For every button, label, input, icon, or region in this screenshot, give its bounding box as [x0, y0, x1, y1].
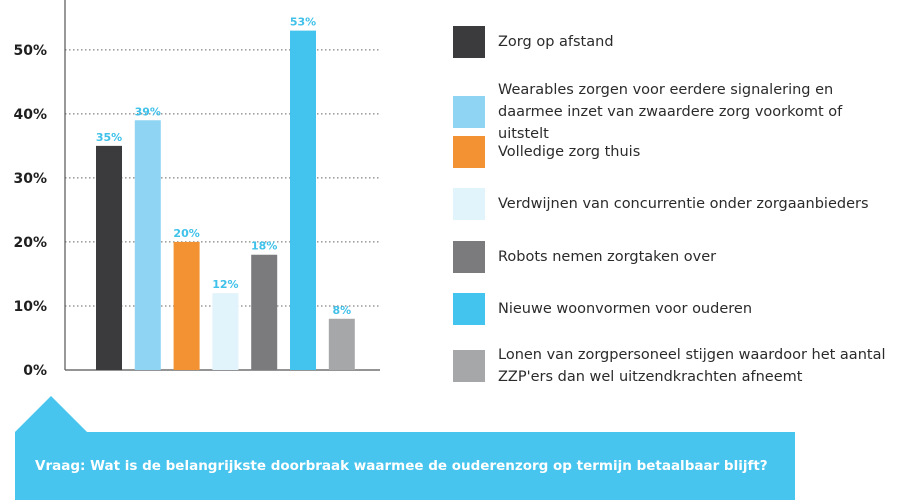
legend-swatch	[453, 241, 485, 273]
legend-item-robots: Robots nemen zorgtaken over	[453, 241, 893, 273]
legend-label: Lonen van zorgpersoneel stijgen waardoor…	[498, 347, 886, 385]
y-tick-label: 10%	[13, 299, 47, 315]
bar	[173, 241, 200, 370]
legend-item-volledige-zorg-thuis: Volledige zorg thuis	[453, 136, 893, 168]
legend-swatch	[453, 26, 485, 58]
bar	[290, 30, 316, 370]
legend-item-lonen: Lonen van zorgpersoneel stijgen waardoor…	[453, 344, 893, 388]
legend-item-concurrentie: Verdwijnen van concurrentie onder zorgaa…	[453, 188, 893, 220]
data-label: 18%	[251, 240, 277, 253]
data-label: 53%	[290, 16, 316, 29]
data-label: 39%	[135, 105, 161, 118]
bar	[212, 293, 239, 370]
legend-swatch	[453, 188, 485, 220]
y-tick-label: 20%	[13, 235, 47, 251]
y-tick-label: 50%	[13, 43, 47, 59]
bar	[96, 145, 122, 370]
legend-label: Nieuwe woonvormen voor ouderen	[498, 301, 753, 317]
legend-swatch	[453, 293, 485, 325]
bar	[134, 120, 161, 371]
legend-label: Wearables zorgen voor eerdere signalerin…	[498, 82, 843, 142]
data-label: 8%	[332, 304, 351, 317]
legend-item-wearables: Wearables zorgen voor eerdere signalerin…	[453, 79, 893, 145]
bar	[251, 254, 278, 370]
legend-swatch	[453, 136, 485, 168]
y-tick-label: 30%	[13, 171, 47, 187]
legend-item-woonvormen: Nieuwe woonvormen voor ouderen	[453, 293, 893, 325]
bar	[328, 318, 355, 370]
legend-item-zorg-op-afstand: Zorg op afstand	[453, 26, 893, 58]
legend-swatch	[453, 96, 485, 128]
y-tick-label: 0%	[23, 363, 47, 379]
data-label: 35%	[96, 131, 122, 144]
y-tick-label: 40%	[13, 107, 47, 123]
data-label: 20%	[173, 227, 199, 240]
legend-label: Volledige zorg thuis	[498, 144, 641, 160]
question-banner-tab	[15, 396, 87, 432]
data-label: 12%	[212, 278, 238, 291]
bar-chart: 0% 10% 20% 30% 40% 50% 35% 39% 20% 12% 18% 53% 8%	[13, 0, 380, 379]
legend-label: Zorg op afstand	[498, 34, 614, 50]
question-banner: Vraag: Wat is de belangrijkste doorbraak…	[15, 432, 795, 500]
legend-label: Robots nemen zorgtaken over	[498, 249, 717, 265]
legend-swatch	[453, 350, 485, 382]
question-text: Vraag: Wat is de belangrijkste doorbraak…	[35, 458, 768, 474]
legend-label: Verdwijnen van concurrentie onder zorgaa…	[498, 196, 869, 212]
